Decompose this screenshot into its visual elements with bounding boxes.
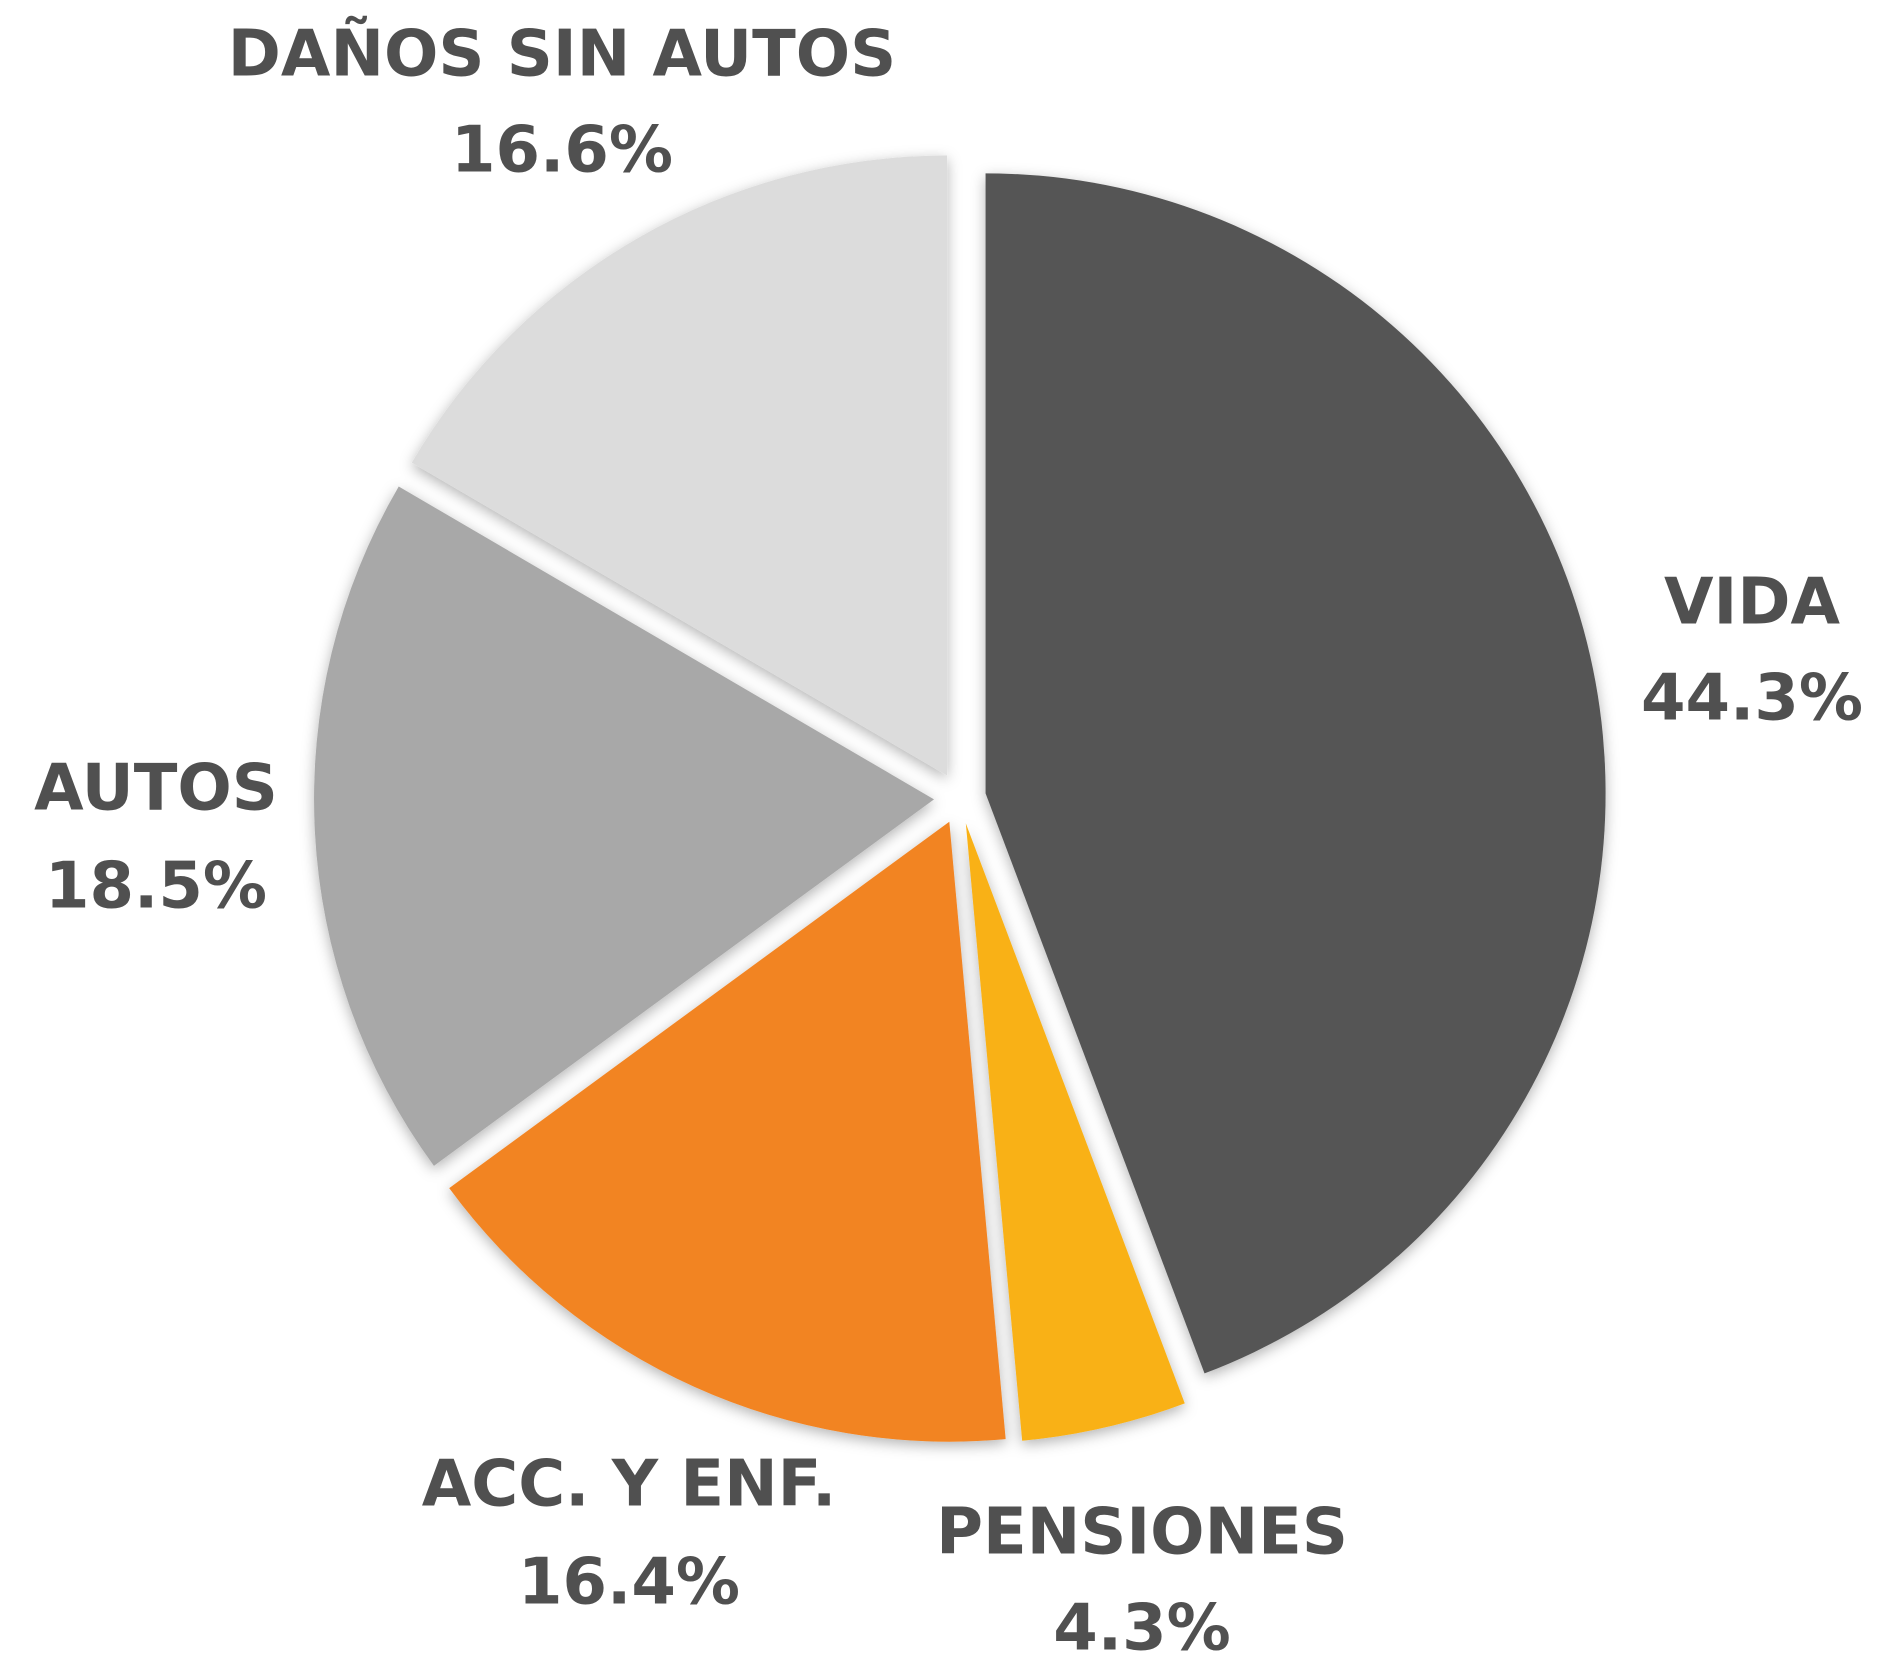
slice-label: PENSIONES <box>936 1496 1348 1570</box>
value-label: 16.6% <box>451 114 673 188</box>
value-label: 16.4% <box>518 1546 740 1620</box>
value-label: 44.3% <box>1641 662 1863 736</box>
slice-label: DAÑOS SIN AUTOS <box>228 16 896 92</box>
slice-label: ACC. Y ENF. <box>422 1448 837 1522</box>
slice-label: AUTOS <box>34 752 278 826</box>
slice <box>411 155 948 776</box>
slice <box>314 486 935 1166</box>
pie <box>314 155 1606 1442</box>
slice <box>965 823 1185 1441</box>
value-label: 18.5% <box>45 850 267 924</box>
slice-label: VIDA <box>1664 566 1840 640</box>
slice <box>449 821 1006 1442</box>
value-label: 4.3% <box>1053 1592 1231 1665</box>
slice <box>985 173 1606 1374</box>
